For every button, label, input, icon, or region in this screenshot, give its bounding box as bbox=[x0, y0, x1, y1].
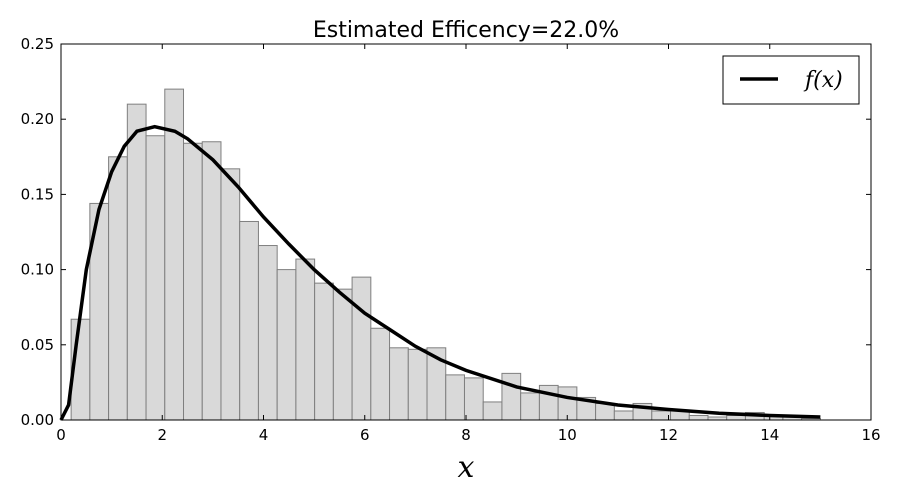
histogram-bar bbox=[276, 269, 297, 421]
x-tick-label: 4 bbox=[259, 426, 269, 444]
histogram-bar bbox=[314, 282, 334, 421]
y-tick-label: 0.00 bbox=[21, 411, 54, 429]
y-tick-label: 0.25 bbox=[21, 35, 54, 53]
histogram-bar bbox=[145, 135, 166, 421]
histogram-bar bbox=[239, 220, 259, 421]
y-tick-label: 0.15 bbox=[21, 185, 54, 203]
histogram-bars bbox=[70, 88, 821, 421]
x-axis: 0 2 4 6 8 10 12 14 16 bbox=[56, 44, 881, 444]
histogram-bar bbox=[389, 347, 409, 421]
x-axis-label: x bbox=[458, 450, 475, 485]
histogram-bar bbox=[595, 402, 615, 421]
histogram-bar bbox=[726, 414, 746, 421]
histogram-bar bbox=[445, 374, 465, 421]
x-tick-label: 10 bbox=[558, 426, 577, 444]
histogram-bar bbox=[651, 410, 672, 421]
x-tick-label: 16 bbox=[861, 426, 880, 444]
y-tick-label: 0.05 bbox=[21, 336, 54, 354]
histogram-bar bbox=[332, 288, 353, 421]
histogram-bar bbox=[201, 141, 222, 421]
histogram-bar bbox=[108, 156, 128, 421]
histogram-bar bbox=[370, 327, 391, 421]
x-tick-label: 2 bbox=[157, 426, 167, 444]
y-tick-label: 0.10 bbox=[21, 261, 54, 279]
histogram-bar bbox=[501, 372, 522, 421]
histogram-bar bbox=[164, 88, 185, 421]
x-tick-label: 8 bbox=[461, 426, 471, 444]
histogram-bar bbox=[613, 410, 634, 421]
histogram-bar bbox=[126, 103, 147, 421]
histogram-bar bbox=[520, 392, 540, 421]
y-axis: 0.00 0.05 0.10 0.15 0.20 0.25 bbox=[21, 35, 871, 429]
histogram-bar bbox=[463, 377, 484, 421]
x-tick-label: 6 bbox=[360, 426, 370, 444]
x-tick-label: 14 bbox=[760, 426, 779, 444]
x-tick-label: 0 bbox=[56, 426, 66, 444]
x-tick-label: 12 bbox=[659, 426, 678, 444]
histogram-bar bbox=[183, 142, 203, 421]
series-line-fx bbox=[59, 124, 821, 421]
histogram-bar bbox=[482, 401, 503, 421]
chart-title: Estimated Efficency=22.0% bbox=[313, 18, 619, 43]
histogram-bar bbox=[295, 258, 316, 421]
legend-label-fx: f(x) bbox=[803, 68, 843, 93]
legend: f(x) bbox=[722, 55, 860, 105]
histogram-bar bbox=[351, 276, 372, 421]
histogram-bar bbox=[220, 168, 241, 421]
histogram-bar bbox=[257, 245, 278, 421]
histogram-bar bbox=[688, 414, 709, 421]
y-tick-label: 0.20 bbox=[21, 110, 54, 128]
histogram-bar bbox=[407, 348, 428, 421]
